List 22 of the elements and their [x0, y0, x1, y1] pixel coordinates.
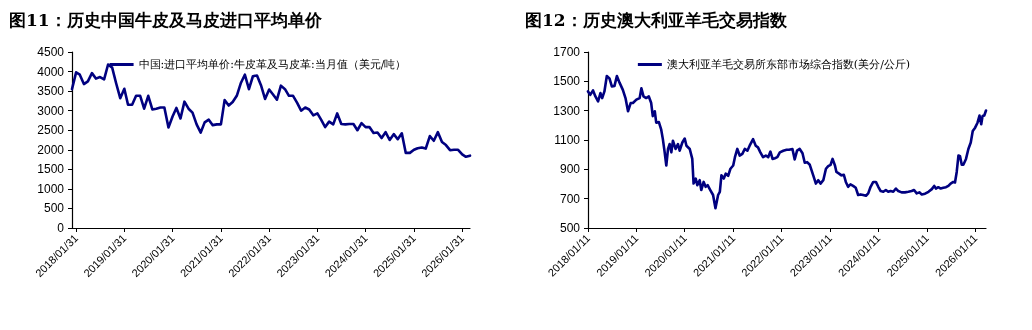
legend-label: 中国:进口平均单价:牛皮革及马皮革:当月值（美元/吨） — [138, 58, 407, 71]
y-tick-label: 1000 — [37, 181, 65, 196]
y-tick-label: 2000 — [37, 142, 65, 157]
y-tick-label: 0 — [57, 221, 65, 235]
y-tick-label: 4500 — [37, 45, 65, 59]
y-tick-label: 500 — [43, 201, 65, 216]
y-tick-label: 1700 — [553, 45, 581, 59]
line-series — [586, 74, 988, 210]
y-tick-label: 3000 — [37, 103, 65, 118]
y-tick-label: 3500 — [37, 84, 65, 99]
y-tick-label: 900 — [559, 162, 581, 177]
y-tick-label: 500 — [559, 221, 581, 235]
y-tick-label: 1100 — [554, 133, 581, 147]
y-tick-label: 1500 — [553, 74, 581, 89]
y-tick-label: 1300 — [553, 103, 581, 118]
chart-title: 图11：历史中国牛皮及马皮进口平均单价 — [9, 9, 323, 30]
legend-label: 澳大利亚羊毛交易所东部市场综合指数(美分/公斤) — [666, 58, 911, 71]
chart-title: 图12：历史澳大利亚羊毛交易指数 — [525, 9, 788, 30]
y-tick-label: 2500 — [37, 123, 65, 138]
y-tick-label: 4000 — [37, 64, 65, 79]
y-tick-label: 700 — [559, 191, 581, 206]
y-tick-label: 1500 — [37, 162, 65, 177]
